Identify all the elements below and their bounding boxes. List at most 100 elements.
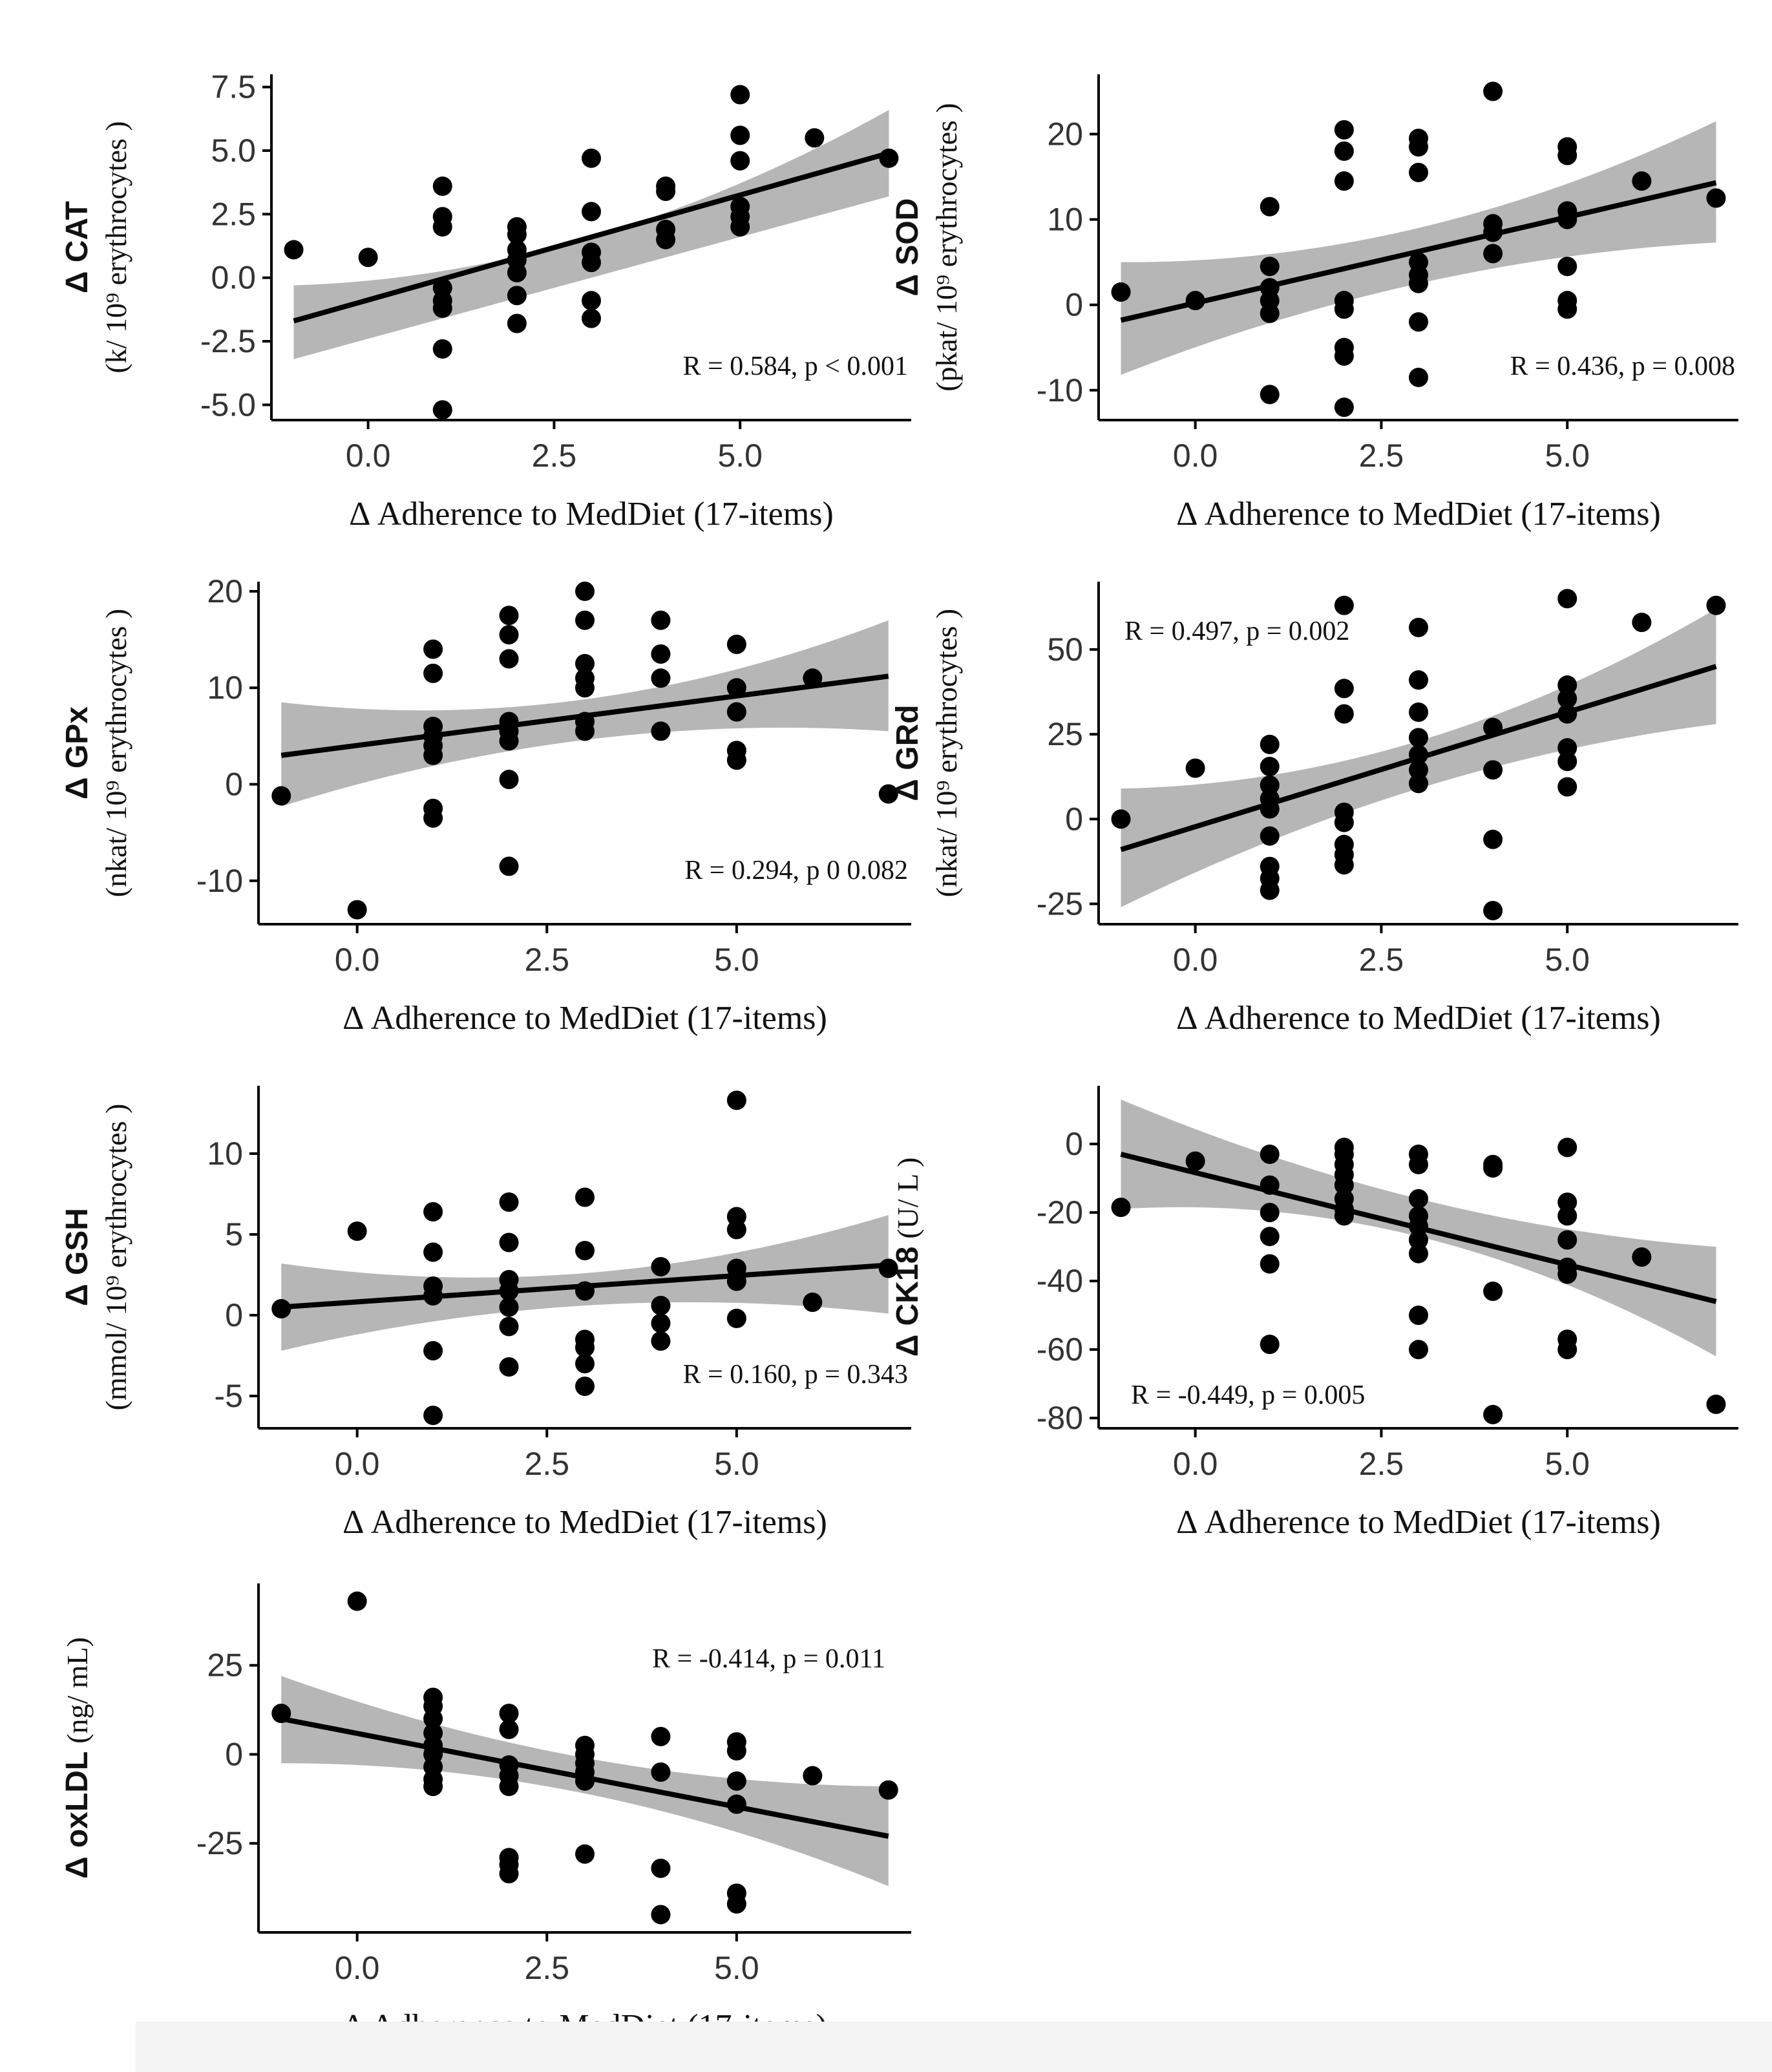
data-point-grd-32 (1557, 689, 1577, 709)
x-tick-label-grd-1: 2.5 (1359, 942, 1404, 978)
panel-sod: -10 0 10 20 0.0 2.5 5.0 Δ Adherence to MedDiet … (891, 74, 1738, 533)
data-point-grd-28 (1483, 829, 1503, 849)
data-point-sod-12 (1334, 299, 1354, 319)
y-tick-label-sod-2: 10 (1047, 202, 1083, 238)
y-tick-label-gsh-2: 5 (225, 1216, 243, 1253)
y-axis-unit-cat: (k/ 10⁹ erythrocytes ) (100, 121, 132, 373)
data-point-grd-24 (1409, 760, 1428, 780)
y-axis-title-gsh: Δ GSH (60, 1208, 94, 1306)
data-point-gsh-26 (726, 1090, 746, 1110)
data-point-grd-37 (1632, 612, 1652, 632)
data-point-gpx-34 (803, 668, 823, 688)
y-tick-label-ck18-0: -80 (1037, 1400, 1083, 1436)
panel-grd: -25 0 25 50 0.0 2.5 5.0 Δ Adherence to MedDiet … (891, 582, 1738, 1037)
y-tick-label-cat-1: -2.5 (200, 323, 256, 359)
data-point-gpx-16 (499, 770, 519, 790)
data-point-gsh-6 (423, 1341, 443, 1360)
data-point-grd-13 (1334, 704, 1354, 724)
data-point-oxldl-12 (499, 1719, 519, 1739)
data-point-gpx-24 (575, 721, 595, 741)
data-point-ck18-7 (1260, 1335, 1280, 1355)
data-point-oxldl-25 (651, 1726, 671, 1746)
data-point-gpx-25 (651, 610, 671, 630)
y-axis-unit-ck18: (U/ L ) (891, 1158, 924, 1239)
y-tick-label-gpx-3: 20 (207, 573, 243, 609)
data-point-ck18-30 (1557, 1192, 1577, 1212)
data-point-grd-2 (1260, 734, 1280, 754)
data-point-oxldl-34 (726, 1894, 746, 1914)
data-point-gpx-2 (423, 639, 443, 659)
y-tick-label-gpx-2: 10 (207, 670, 243, 706)
data-point-grd-0 (1111, 809, 1131, 829)
data-point-cat-7 (432, 298, 452, 318)
data-point-grd-35 (1557, 752, 1577, 772)
data-point-cat-8 (432, 339, 452, 359)
data-point-oxldl-23 (575, 1771, 595, 1791)
data-point-sod-32 (1557, 257, 1577, 277)
data-point-gpx-1 (347, 900, 367, 920)
x-tick-label-oxldl-1: 2.5 (525, 1950, 570, 1986)
y-axis-title-gpx: Δ GPx (60, 706, 94, 799)
data-point-gpx-10 (499, 606, 519, 626)
data-point-grd-34 (1557, 738, 1577, 758)
y-tick-label-cat-2: 0.0 (211, 260, 256, 296)
data-point-oxldl-15 (499, 1777, 519, 1797)
data-point-gpx-7 (423, 745, 443, 765)
data-point-gpx-3 (423, 663, 443, 683)
data-point-gpx-27 (651, 668, 671, 688)
y-tick-label-oxldl-0: -25 (196, 1825, 243, 1861)
data-point-gpx-35 (878, 784, 898, 804)
y-axis-variable-name-oxldl: oxLDL (60, 1751, 94, 1848)
data-point-sod-21 (1409, 273, 1428, 293)
data-point-gpx-12 (499, 649, 519, 669)
correlation-annotation-oxldl: R = -0.414, p = 0.011 (652, 1644, 885, 1674)
data-point-gsh-11 (499, 1281, 519, 1301)
x-tick-label-grd-0: 0.0 (1173, 942, 1218, 978)
y-axis-unit-gsh: (mmol/ 10⁹ erythrocytes ) (100, 1104, 132, 1411)
x-tick-label-grd-2: 5.0 (1545, 942, 1590, 978)
data-point-grd-38 (1706, 595, 1726, 615)
data-point-ck18-5 (1260, 1227, 1280, 1247)
data-point-gpx-20 (575, 653, 595, 673)
data-point-grd-25 (1409, 774, 1428, 794)
data-point-cat-16 (507, 313, 527, 333)
data-point-cat-1 (358, 248, 378, 268)
x-tick-label-ck18-1: 2.5 (1359, 1446, 1404, 1482)
y-tick-label-grd-3: 50 (1047, 631, 1083, 668)
y-tick-label-oxldl-2: 25 (207, 1647, 243, 1684)
data-point-grd-19 (1409, 617, 1428, 637)
y-tick-label-ck18-3: -20 (1037, 1194, 1083, 1231)
data-point-sod-8 (1334, 120, 1354, 140)
y-tick-label-grd-1: 0 (1065, 801, 1083, 837)
data-point-gsh-3 (423, 1242, 443, 1262)
data-point-oxldl-32 (726, 1794, 746, 1814)
data-point-gsh-15 (575, 1187, 595, 1207)
data-point-gsh-14 (499, 1357, 519, 1377)
data-point-gpx-9 (423, 808, 443, 828)
data-point-gsh-19 (575, 1338, 595, 1357)
data-point-sod-7 (1260, 385, 1280, 405)
y-tick-label-cat-5: 7.5 (211, 69, 256, 105)
data-point-gpx-26 (651, 644, 671, 664)
data-point-ck18-32 (1557, 1230, 1577, 1250)
data-point-oxldl-28 (651, 1905, 671, 1925)
data-point-cat-32 (730, 217, 750, 237)
data-point-cat-9 (432, 400, 452, 420)
data-point-sod-2 (1260, 196, 1280, 217)
correlation-annotation-gpx: R = 0.294, p 0 0.082 (684, 856, 908, 885)
x-tick-label-gsh-0: 0.0 (335, 1446, 380, 1482)
data-point-cat-14 (507, 262, 527, 282)
data-point-cat-29 (730, 151, 750, 171)
data-point-cat-4 (432, 217, 452, 237)
data-point-sod-0 (1111, 282, 1131, 302)
data-point-ck18-23 (1409, 1306, 1428, 1326)
y-tick-label-gsh-1: 0 (225, 1297, 243, 1333)
data-point-cat-28 (730, 125, 750, 145)
data-point-grd-1 (1185, 758, 1205, 778)
data-point-cat-18 (582, 202, 601, 222)
data-point-sod-24 (1483, 81, 1503, 101)
data-point-oxldl-11 (499, 1704, 519, 1724)
data-point-grd-10 (1260, 880, 1280, 900)
data-point-gpx-30 (726, 678, 746, 698)
